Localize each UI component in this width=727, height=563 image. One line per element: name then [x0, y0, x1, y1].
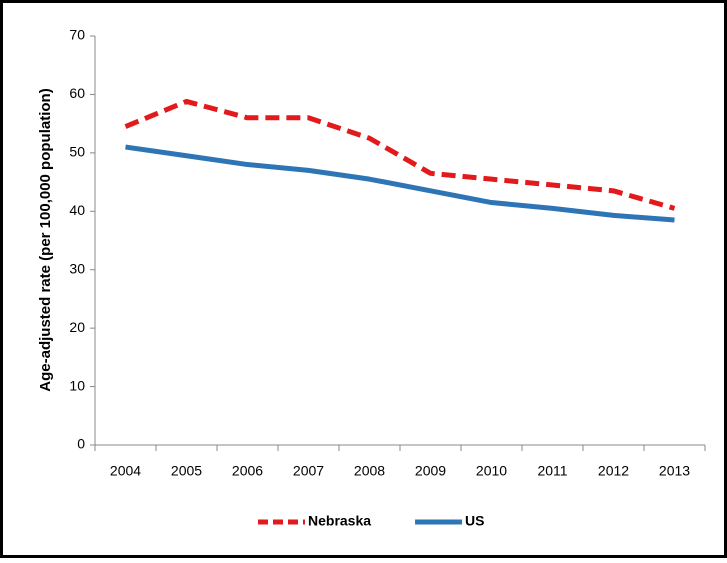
- legend-label: Nebraska: [308, 513, 371, 529]
- y-tick-label: 40: [69, 202, 85, 218]
- x-tick-label: 2013: [659, 463, 690, 479]
- x-tick-label: 2010: [476, 463, 507, 479]
- legend-label: US: [465, 513, 484, 529]
- x-tick-label: 2006: [232, 463, 263, 479]
- line-series: [124, 98, 676, 211]
- y-tick-label: 30: [69, 260, 85, 276]
- x-tick-label: 2007: [293, 463, 324, 479]
- line-series: [125, 144, 675, 223]
- y-axis-label: Age-adjusted rate (per 100,000 populatio…: [37, 88, 54, 391]
- x-tick-label: 2008: [354, 463, 385, 479]
- y-tick-label: 20: [69, 319, 85, 335]
- x-tick-label: 2009: [415, 463, 446, 479]
- x-tick-label: 2005: [171, 463, 202, 479]
- x-tick-label: 2004: [110, 463, 141, 479]
- x-tick-label: 2011: [537, 463, 567, 479]
- y-tick-label: 50: [69, 144, 85, 160]
- x-tick-label: 2012: [598, 463, 629, 479]
- y-tick-label: 10: [69, 377, 85, 393]
- y-tick-label: 0: [77, 436, 85, 452]
- y-tick-label: 60: [69, 85, 85, 101]
- y-tick-label: 70: [69, 27, 85, 43]
